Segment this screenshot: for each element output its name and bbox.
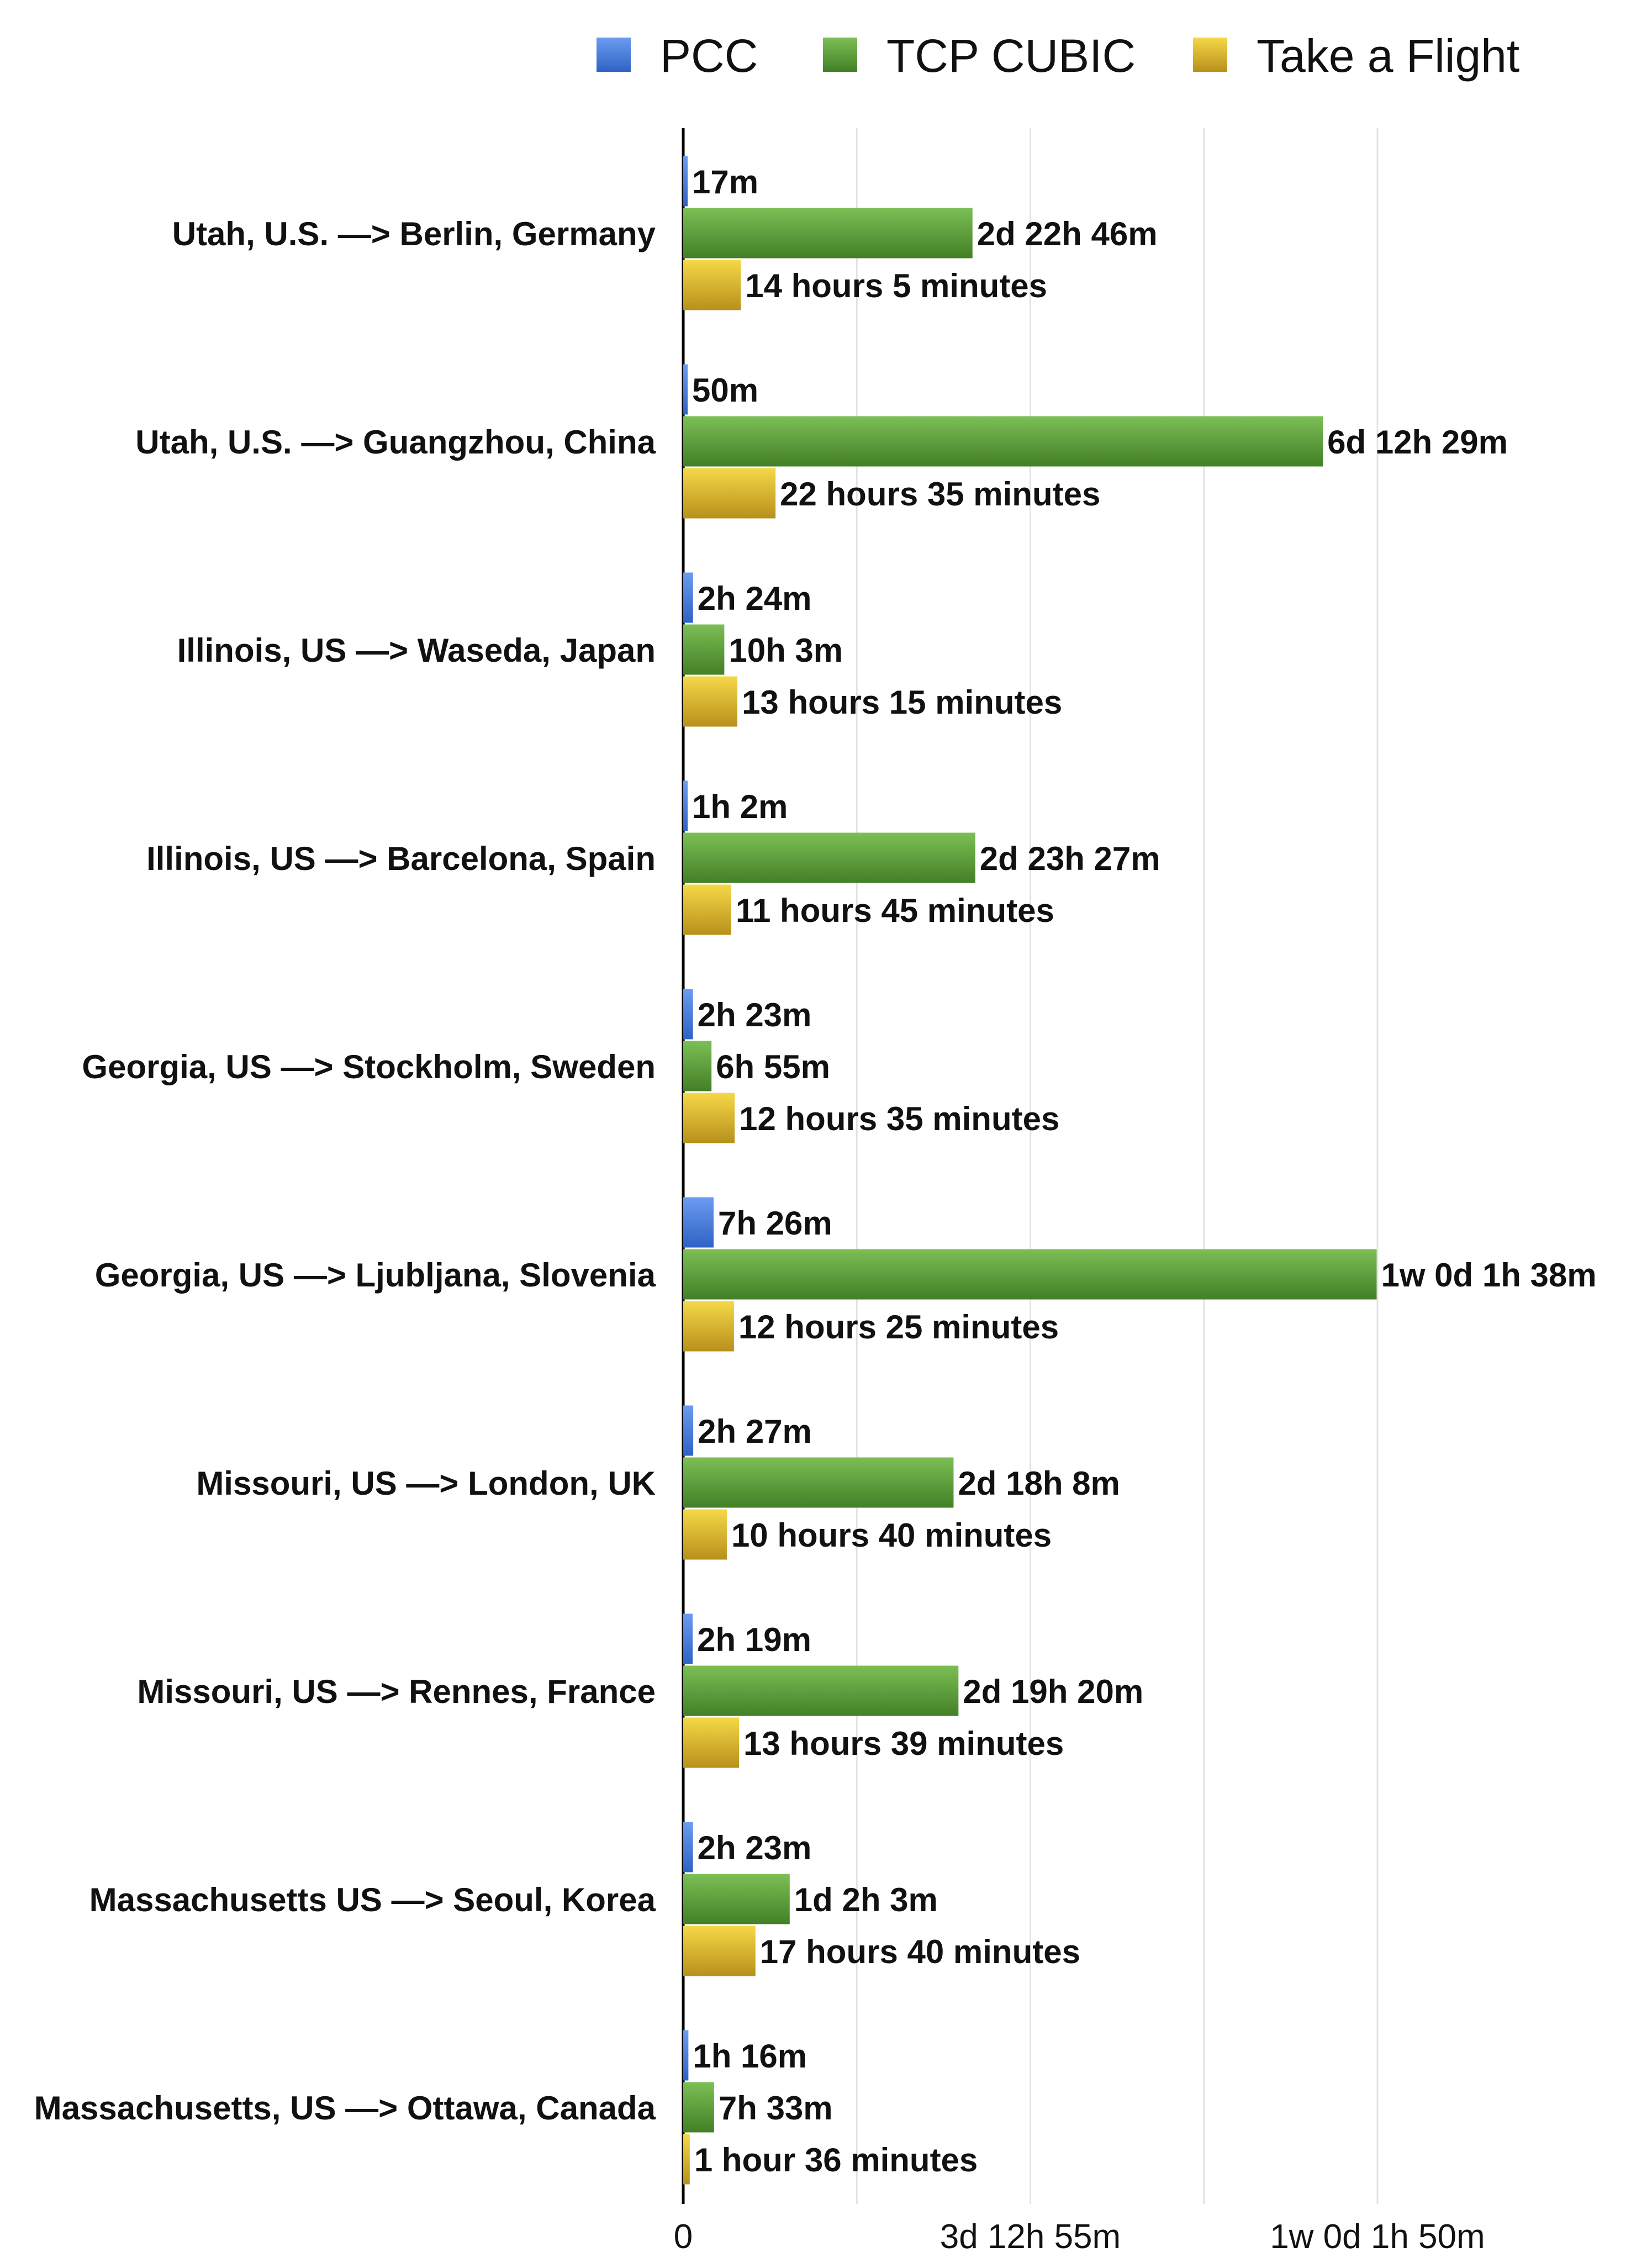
bar-tcp-cubic xyxy=(683,416,1323,467)
data-label: 2h 23m xyxy=(698,1829,812,1866)
category-label: Georgia, US —> Ljubljana, Slovenia xyxy=(95,1257,656,1294)
bar-take-a-flight xyxy=(683,2134,690,2185)
bar-tcp-cubic xyxy=(683,2082,714,2133)
x-tick-label: 1w 0d 1h 50m xyxy=(1270,2218,1485,2256)
data-label: 11 hours 45 minutes xyxy=(736,892,1054,929)
data-label: 2d 19h 20m xyxy=(963,1673,1143,1710)
data-label: 2d 18h 8m xyxy=(958,1465,1120,1502)
data-label: 50m xyxy=(692,372,758,409)
bar-tcp-cubic xyxy=(683,1249,1377,1300)
data-label: 7h 26m xyxy=(718,1205,832,1242)
bar-pcc xyxy=(683,1197,714,1248)
legend: PCC TCP CUBIC Take a Flight xyxy=(597,30,1519,82)
category-label: Missouri, US —> London, UK xyxy=(196,1465,656,1502)
bar-pcc xyxy=(683,780,688,831)
bar-take-a-flight xyxy=(683,884,731,935)
legend-swatch xyxy=(1193,38,1227,72)
category-label: Massachusetts, US —> Ottawa, Canada xyxy=(34,2090,656,2127)
bar-tcp-cubic xyxy=(683,1041,712,1091)
category-label: Illinois, US —> Barcelona, Spain xyxy=(146,840,656,877)
legend-label: TCP CUBIC xyxy=(886,30,1136,82)
bar-pcc xyxy=(683,364,688,415)
bar-take-a-flight xyxy=(683,260,741,310)
data-label: 2d 22h 46m xyxy=(977,215,1158,252)
data-label: 6d 12h 29m xyxy=(1327,424,1508,461)
data-label: 13 hours 15 minutes xyxy=(742,684,1062,721)
bar-tcp-cubic xyxy=(683,1457,954,1508)
data-label: 2h 27m xyxy=(698,1413,812,1450)
bar-tcp-cubic xyxy=(683,1665,959,1716)
category-label: Massachusetts US —> Seoul, Korea xyxy=(89,1881,656,1918)
data-label: 1h 16m xyxy=(693,2038,807,2075)
data-label: 17 hours 40 minutes xyxy=(760,1933,1080,1970)
category-label: Illinois, US —> Waseda, Japan xyxy=(177,632,656,669)
data-label: 1d 2h 3m xyxy=(794,1881,938,1918)
data-label: 12 hours 25 minutes xyxy=(738,1309,1059,1346)
bar-take-a-flight xyxy=(683,1509,727,1560)
x-tick-label: 3d 12h 55m xyxy=(940,2218,1121,2256)
data-label: 10 hours 40 minutes xyxy=(731,1517,1052,1554)
legend-label: Take a Flight xyxy=(1257,30,1519,82)
gridlines xyxy=(856,128,1379,2204)
category-label: Utah, U.S. —> Guangzhou, China xyxy=(135,424,656,461)
bar-pcc xyxy=(683,572,693,623)
data-label: 2h 24m xyxy=(698,580,812,617)
bar-take-a-flight xyxy=(683,1301,734,1352)
bar-take-a-flight xyxy=(683,1093,735,1143)
bar-take-a-flight xyxy=(683,1717,740,1768)
data-label: 2d 23h 27m xyxy=(980,840,1160,877)
data-label: 10h 3m xyxy=(729,632,843,669)
category-label: Georgia, US —> Stockholm, Sweden xyxy=(82,1048,656,1085)
category-label: Missouri, US —> Rennes, France xyxy=(137,1673,656,1710)
bar-pcc xyxy=(683,1405,694,1456)
bar-pcc xyxy=(683,1822,693,1873)
bars xyxy=(683,156,1377,2185)
bar-pcc xyxy=(683,156,688,207)
data-label: 2h 23m xyxy=(698,996,812,1033)
legend-swatch xyxy=(823,38,857,72)
bar-pcc xyxy=(683,2030,689,2081)
bar-tcp-cubic xyxy=(683,208,973,259)
bar-take-a-flight xyxy=(683,468,776,519)
data-label: 2h 19m xyxy=(697,1621,811,1658)
bar-pcc xyxy=(683,989,693,1040)
bar-pcc xyxy=(683,1613,693,1664)
data-label: 1w 0d 1h 38m xyxy=(1381,1257,1596,1294)
data-label: 1h 2m xyxy=(692,788,788,825)
x-tick-label: 0 xyxy=(674,2218,693,2256)
legend-label: PCC xyxy=(660,30,758,82)
data-label: 22 hours 35 minutes xyxy=(780,476,1100,513)
bar-tcp-cubic xyxy=(683,624,725,675)
data-label: 7h 33m xyxy=(719,2090,833,2127)
data-label: 12 hours 35 minutes xyxy=(739,1100,1059,1137)
bar-take-a-flight xyxy=(683,1926,756,1976)
data-label: 13 hours 39 minutes xyxy=(743,1725,1064,1762)
data-label: 1 hour 36 minutes xyxy=(694,2142,978,2179)
data-label: 17m xyxy=(692,163,758,201)
data-label: 14 hours 5 minutes xyxy=(745,267,1047,304)
category-label: Utah, U.S. —> Berlin, Germany xyxy=(172,215,656,252)
bar-take-a-flight xyxy=(683,676,738,727)
bar-tcp-cubic xyxy=(683,1874,790,1924)
bar-tcp-cubic xyxy=(683,832,975,883)
legend-swatch xyxy=(597,38,631,72)
data-label: 6h 55m xyxy=(716,1048,830,1085)
labels: Utah, U.S. —> Berlin, Germany 17m 2d 22h 4… xyxy=(34,163,1597,2179)
